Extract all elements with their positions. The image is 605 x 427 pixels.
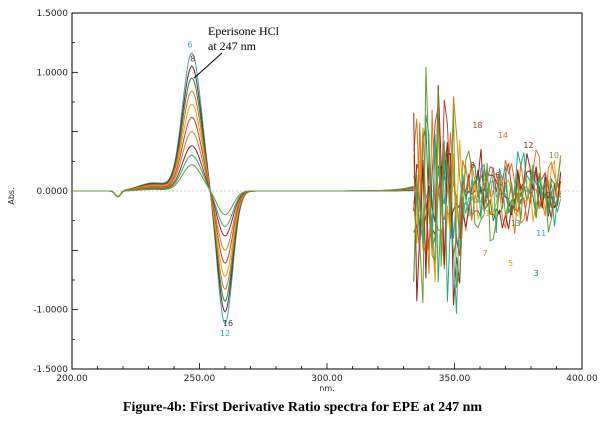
peak-series-label: 6	[187, 40, 192, 49]
noise-line-12	[413, 66, 562, 303]
x-tick-label: 400.00	[566, 374, 598, 384]
noise-series-label: 12	[523, 141, 533, 150]
noise-series-label: 16	[485, 209, 495, 218]
noise-series-label: 18	[472, 121, 482, 130]
series-line-4	[72, 103, 414, 277]
noise-series-label: 7	[483, 249, 488, 258]
noise-series-label: 9	[457, 239, 462, 248]
x-tick-label: 250.00	[184, 374, 216, 384]
x-tick-label: 300.00	[311, 374, 343, 384]
noise-series-label: 6	[495, 171, 500, 180]
noise-series-label: 3	[534, 269, 539, 278]
noise-series-label: 2	[546, 191, 551, 200]
noise-series-label: 14	[498, 131, 508, 140]
y-tick-label: 0.0000	[37, 187, 69, 197]
series-line-7	[72, 77, 414, 302]
tick-labels: 200.00 250.00 300.00 350.00 400.00 1.5000 1.00…	[33, 9, 598, 384]
noise-series-label: 10	[549, 151, 559, 160]
noise-series-label: 5	[508, 259, 513, 268]
y-axis-label: Abs.	[7, 187, 16, 204]
noise-series-label: 4	[521, 181, 526, 190]
series-line-8	[72, 65, 414, 313]
peak-annotation: Eperisone HCl at 247 nm	[193, 24, 280, 79]
noise-series-label: 1	[452, 279, 457, 288]
x-tick-label: 200.00	[56, 374, 88, 384]
noise-line-13	[413, 114, 561, 314]
noise-line-1	[413, 84, 562, 306]
noise-series-label: 8	[470, 161, 475, 170]
series-line-3	[72, 116, 414, 264]
annotation-arrow	[193, 52, 223, 79]
y-tick-label: -1.5000	[33, 365, 68, 375]
annotation-line-1: Eperisone HCl	[208, 24, 280, 38]
peak-series-label: 8	[190, 54, 195, 63]
noise-series-label: 11	[536, 229, 546, 238]
y-tick-label: 1.0000	[37, 68, 69, 78]
series-line-12	[72, 164, 414, 216]
noise-series-label: 13	[511, 219, 521, 228]
trough-series-label: 16	[223, 319, 233, 328]
annotation-line-2: at 247 nm	[208, 39, 257, 53]
series-line-5	[72, 90, 414, 291]
y-tick-label: 1.5000	[37, 9, 69, 19]
noise-line-5	[413, 122, 562, 272]
y-tick-label: -1.0000	[33, 306, 68, 316]
x-axis-label: nm.	[319, 384, 334, 393]
figure-caption: Figure-4b: First Derivative Ratio spectr…	[122, 400, 483, 415]
x-tick-label: 350.00	[439, 374, 471, 384]
trough-series-label: 12	[220, 329, 230, 338]
series-line-6	[72, 52, 414, 325]
